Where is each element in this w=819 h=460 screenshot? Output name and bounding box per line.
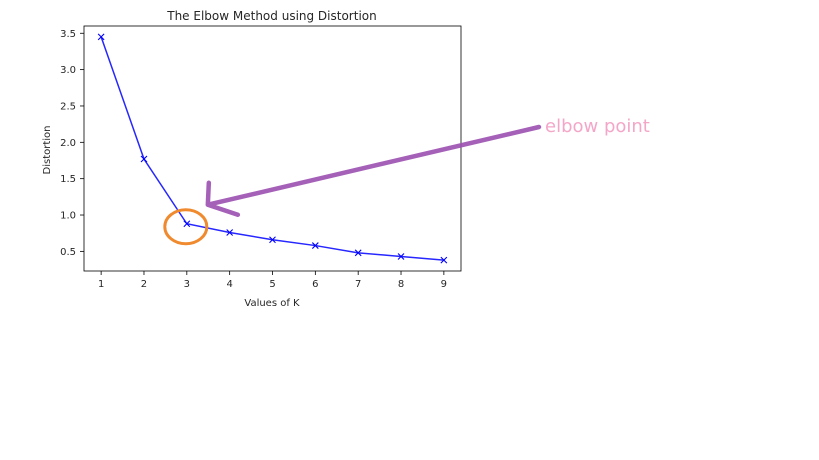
annotation-layer: elbow point xyxy=(163,116,650,246)
x-tick-label: 7 xyxy=(355,279,361,290)
data-point xyxy=(269,236,276,244)
elbow-point-label: elbow point xyxy=(545,116,650,137)
data-point xyxy=(311,242,319,249)
x-tick-label: 6 xyxy=(312,279,318,290)
y-tick-label: 2.0 xyxy=(60,138,76,149)
x-tick-label: 2 xyxy=(141,279,147,290)
y-tick-label: 0.5 xyxy=(60,247,76,258)
elbow-arrow xyxy=(205,124,542,217)
data-point xyxy=(97,33,105,41)
x-axis-label: Values of K xyxy=(244,298,300,309)
series-layer xyxy=(97,33,448,264)
y-tick-label: 3.0 xyxy=(60,65,76,76)
x-tick-label: 5 xyxy=(269,279,275,290)
x-tick-label: 3 xyxy=(184,279,190,290)
y-tick-label: 1.5 xyxy=(60,174,76,185)
x-axis: 1 2 3 4 5 6 7 8 9 xyxy=(98,271,447,290)
elbow-highlight-circle xyxy=(163,208,209,246)
y-axis: 0.5 1.0 1.5 2.0 2.5 3.0 3.5 xyxy=(60,29,84,258)
y-tick-label: 2.5 xyxy=(60,101,76,112)
data-point xyxy=(226,229,234,236)
x-tick-label: 1 xyxy=(98,279,104,290)
series-line xyxy=(100,36,444,261)
data-point xyxy=(183,220,191,228)
data-point xyxy=(440,256,448,264)
data-point xyxy=(397,253,405,260)
y-tick-label: 1.0 xyxy=(60,211,76,222)
y-axis-label: Distortion xyxy=(42,126,53,175)
chart-title: The Elbow Method using Distortion xyxy=(166,9,376,23)
x-tick-label: 8 xyxy=(398,279,404,290)
x-tick-label: 4 xyxy=(226,279,232,290)
data-point xyxy=(140,155,148,163)
y-tick-label: 3.5 xyxy=(60,29,76,40)
data-point xyxy=(354,249,362,257)
x-tick-label: 9 xyxy=(441,279,447,290)
